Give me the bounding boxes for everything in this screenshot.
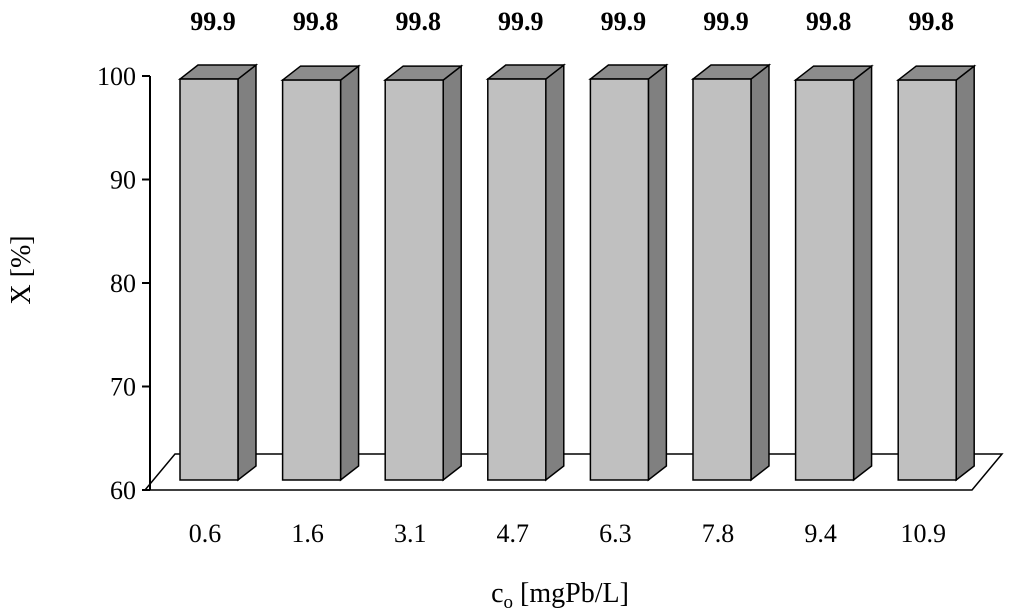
bar: [588, 63, 669, 482]
bar: [485, 63, 566, 482]
bar-front: [384, 79, 444, 481]
data-label: 99.8: [293, 7, 339, 36]
bar-front: [281, 79, 342, 481]
x-tick-label: 10.9: [900, 519, 946, 548]
bar-side: [339, 64, 360, 482]
x-tick-label: 4.7: [497, 519, 530, 548]
data-labels: 99.9 99.8 99.8 99.9 99.9 99.9 99.8 99.8: [190, 7, 954, 36]
y-tick-label: 90: [110, 166, 136, 195]
bar-side: [442, 64, 462, 482]
bar-side: [750, 63, 770, 482]
bars: [177, 63, 977, 482]
bar: [690, 63, 772, 482]
bar-front: [794, 79, 855, 481]
x-tick-label: 3.1: [394, 519, 427, 548]
y-tick-label: 60: [110, 476, 136, 505]
bar-side: [852, 64, 873, 482]
bar-side: [237, 63, 257, 482]
bar-front: [897, 79, 957, 481]
x-tick-label: 1.6: [291, 519, 324, 548]
bar: [383, 64, 464, 482]
bar: [896, 64, 977, 482]
x-tick-labels: 0.6 1.6 3.1 4.7 6.3 7.8 9.4 10.9: [189, 519, 946, 548]
x-tick-label: 6.3: [599, 519, 632, 548]
bar: [177, 63, 259, 482]
x-axis-title-subscript: o: [504, 592, 514, 612]
data-label: 99.9: [601, 7, 647, 36]
x-axis-title-rest: [mgPb/L]: [513, 578, 629, 609]
x-axis-title-main: c: [491, 578, 503, 609]
data-label: 99.9: [498, 7, 544, 36]
y-tick-label: 100: [97, 62, 136, 91]
x-tick-label: 9.4: [804, 519, 837, 548]
y-axis: 60 70 80 90 100: [97, 62, 151, 505]
y-tick-label: 80: [110, 269, 136, 298]
x-tick-label: 7.8: [702, 519, 735, 548]
bar-side: [955, 64, 975, 482]
bar: [280, 64, 361, 482]
data-label: 99.8: [806, 7, 852, 36]
y-tick-label: 70: [110, 373, 136, 402]
x-tick-label: 0.6: [189, 519, 222, 548]
bar-front: [179, 78, 239, 481]
bar-side: [647, 63, 668, 482]
chart-floor: [143, 453, 1004, 491]
bar-front: [487, 78, 547, 481]
bar-side: [545, 63, 565, 482]
floor-plane: [143, 453, 1004, 491]
x-axis-title: co [mgPb/L]: [491, 578, 629, 612]
bar-front: [692, 78, 752, 481]
data-label: 99.8: [395, 7, 441, 36]
y-axis-title: X [%]: [6, 235, 37, 304]
data-label: 99.9: [190, 7, 236, 36]
bar: [793, 64, 874, 482]
bar-front: [589, 78, 650, 481]
data-label: 99.9: [703, 7, 749, 36]
data-label: 99.8: [908, 7, 954, 36]
